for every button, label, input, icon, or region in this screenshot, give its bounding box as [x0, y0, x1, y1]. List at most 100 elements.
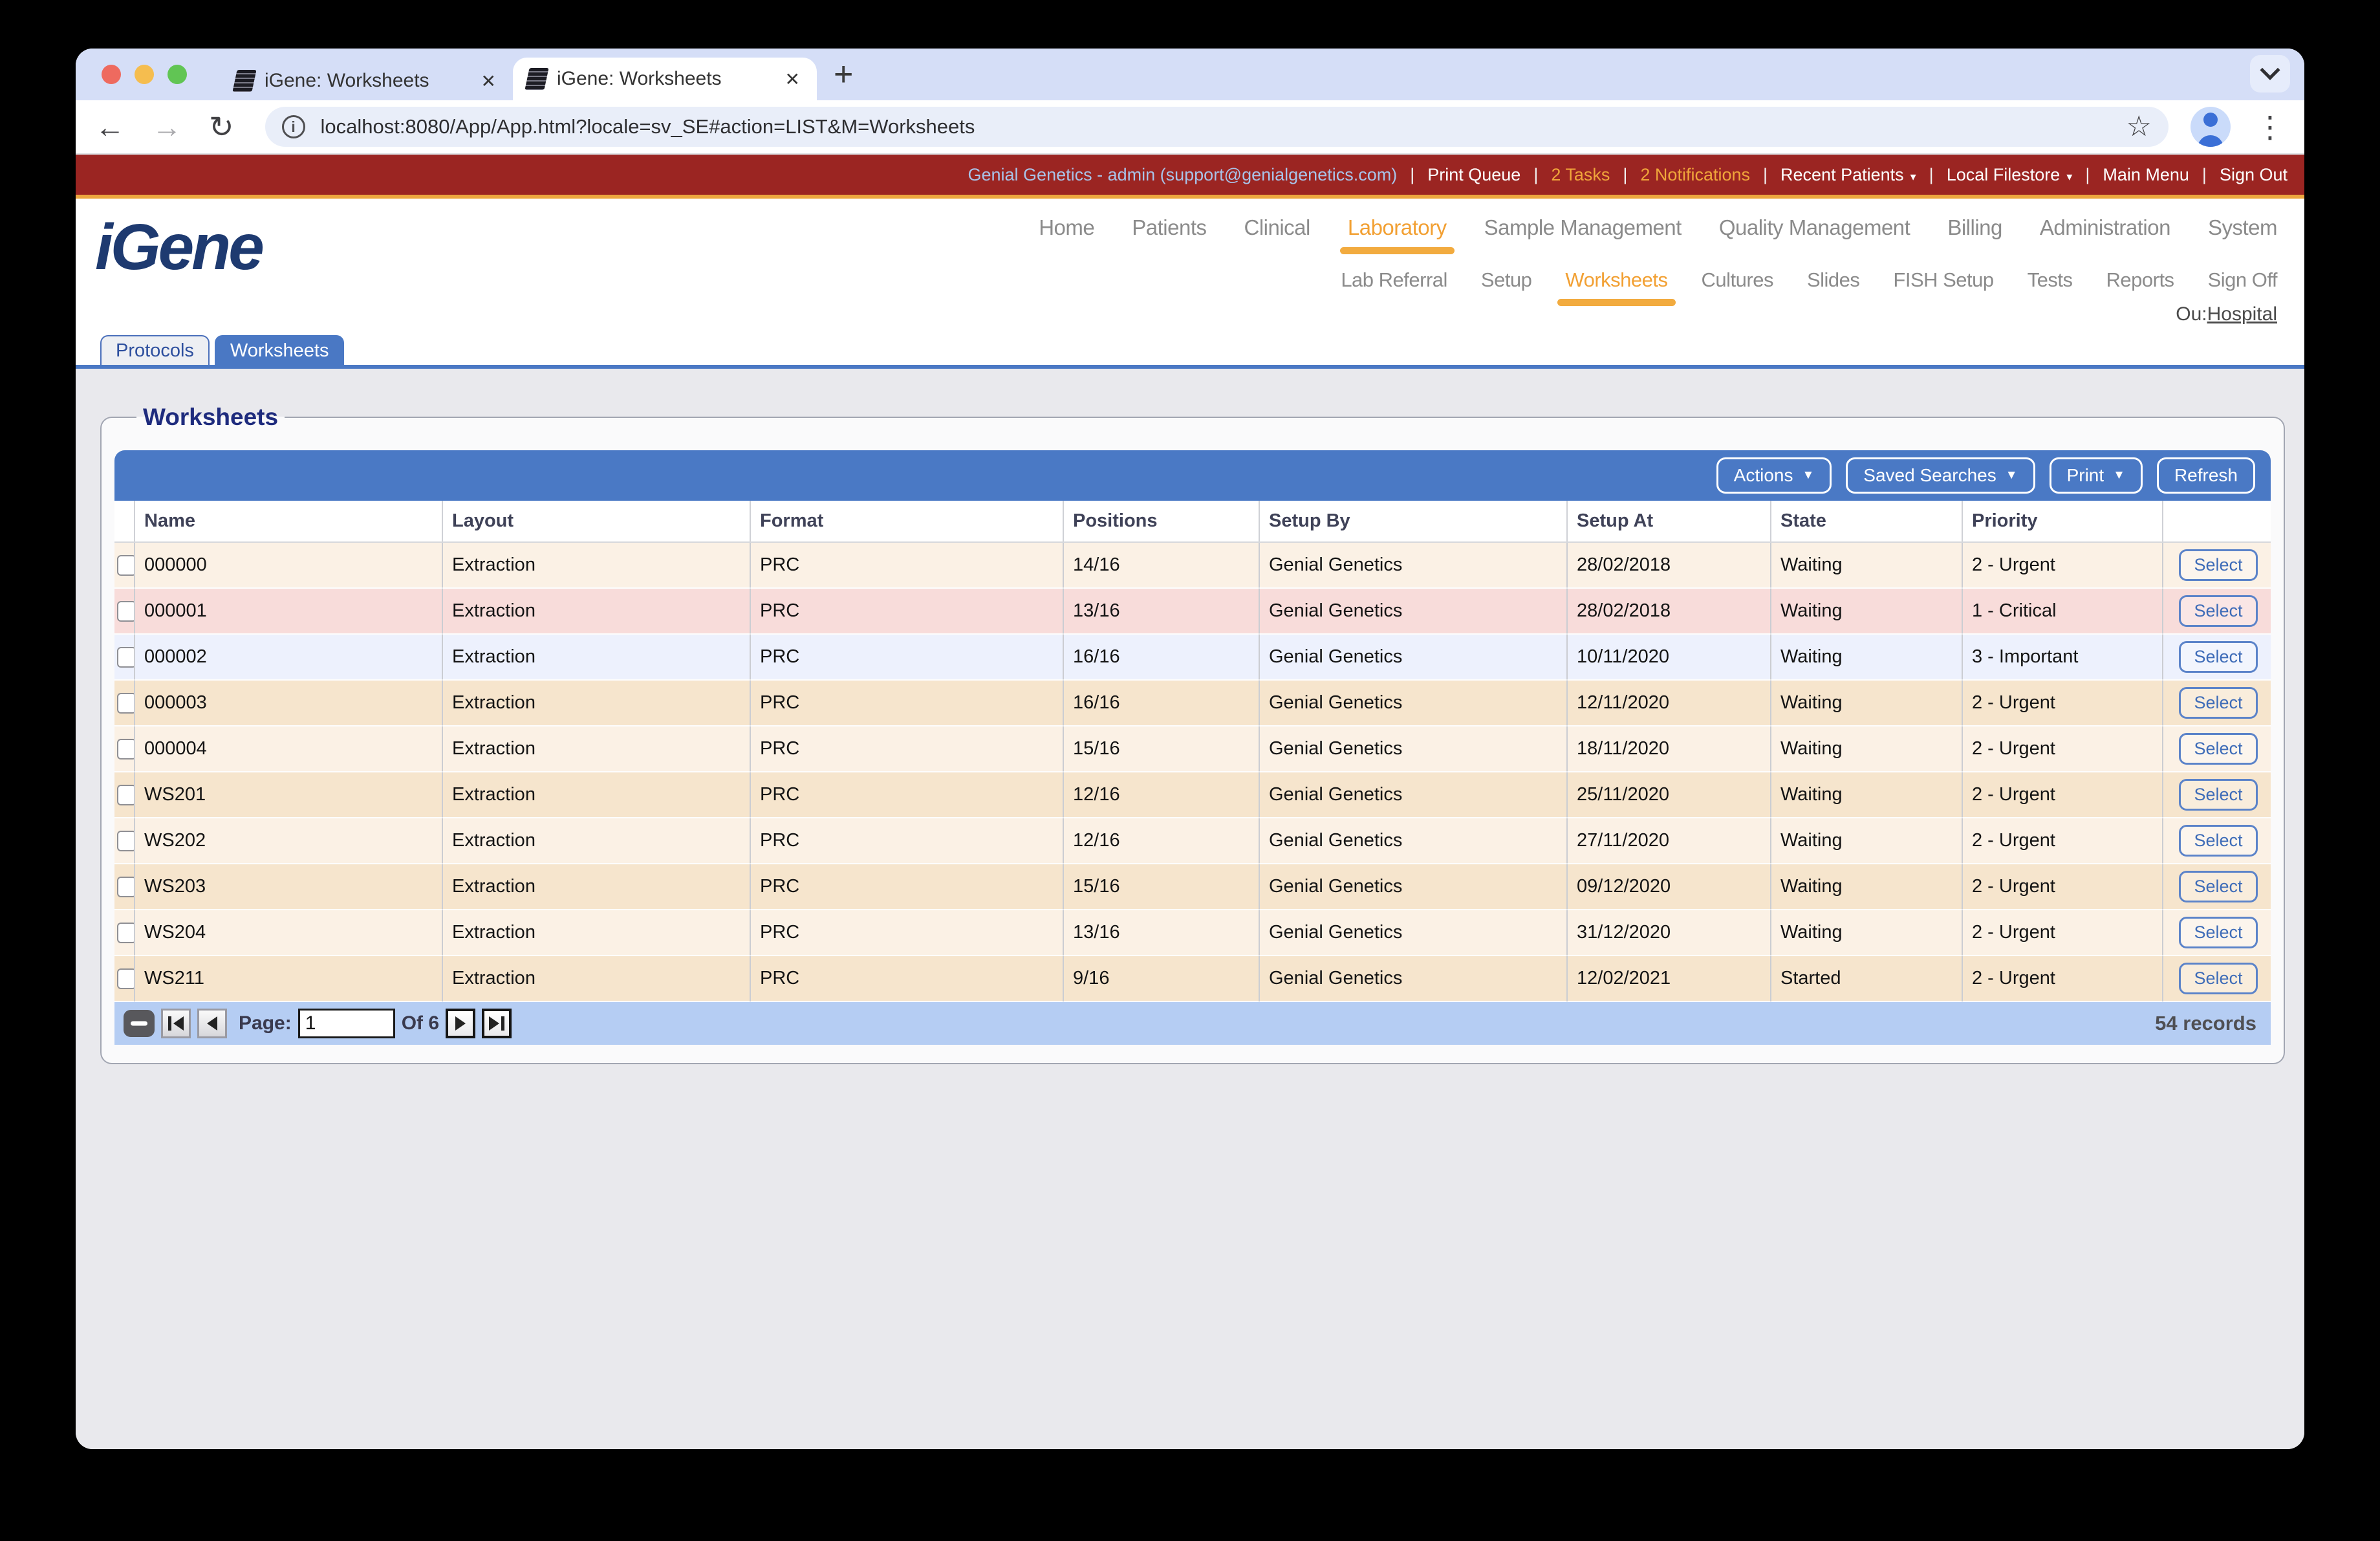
main-nav-item-billing[interactable]: Billing: [1947, 215, 2002, 239]
cell-state: Waiting: [1771, 634, 1963, 681]
main-nav-item-clinical[interactable]: Clinical: [1244, 215, 1311, 239]
reload-icon[interactable]: ↻: [209, 110, 234, 144]
row-checkbox[interactable]: [117, 831, 133, 852]
refresh-button[interactable]: Refresh: [2156, 457, 2255, 494]
select-button[interactable]: Select: [2179, 641, 2258, 673]
close-window-button[interactable]: [102, 65, 121, 84]
browser-menu-icon[interactable]: ⋮: [2255, 110, 2285, 144]
sub-nav-item-tests[interactable]: Tests: [2027, 268, 2073, 291]
column-header-state[interactable]: State: [1771, 501, 1963, 543]
sub-nav-item-slides[interactable]: Slides: [1806, 268, 1860, 291]
select-button[interactable]: Select: [2179, 825, 2258, 857]
next-page-button[interactable]: [446, 1009, 476, 1038]
cell-name: WS204: [135, 910, 443, 956]
main-nav-item-home[interactable]: Home: [1039, 215, 1095, 239]
last-page-button[interactable]: [482, 1009, 512, 1038]
main-nav-item-quality-management[interactable]: Quality Management: [1718, 215, 1910, 239]
new-tab-button[interactable]: +: [834, 56, 854, 93]
page-content: Worksheets Actions ▼ Saved Searches ▼ Print ▼…: [76, 369, 2304, 1449]
topbar-item-2-tasks[interactable]: 2 Tasks: [1551, 164, 1610, 184]
site-info-icon[interactable]: i: [281, 115, 305, 138]
row-checkbox[interactable]: [117, 968, 133, 990]
print-button[interactable]: Print ▼: [2049, 457, 2143, 494]
sub-nav-item-cultures[interactable]: Cultures: [1701, 268, 1774, 291]
select-button[interactable]: Select: [2179, 871, 2258, 902]
select-button[interactable]: Select: [2179, 917, 2258, 948]
actions-button[interactable]: Actions ▼: [1716, 457, 1832, 494]
topbar-item-main-menu[interactable]: Main Menu: [2103, 164, 2189, 184]
row-checkbox[interactable]: [117, 647, 133, 668]
back-icon[interactable]: ←: [95, 110, 125, 144]
close-icon[interactable]: ✕: [784, 69, 800, 89]
forward-icon[interactable]: →: [152, 110, 182, 144]
select-button[interactable]: Select: [2179, 595, 2258, 627]
address-bar[interactable]: i localhost:8080/App/App.html?locale=sv_…: [265, 107, 2169, 147]
row-checkbox[interactable]: [117, 555, 133, 576]
main-nav-item-patients[interactable]: Patients: [1132, 215, 1207, 239]
browser-tab-1[interactable]: iGene: Worksheets ✕: [221, 61, 513, 100]
first-page-button[interactable]: [161, 1009, 191, 1038]
cell-setup-by: Genial Genetics: [1259, 542, 1568, 589]
url-text[interactable]: localhost:8080/App/App.html?locale=sv_SE…: [320, 115, 975, 138]
topbar-item-recent-patients[interactable]: Recent Patients ▾: [1780, 164, 1916, 184]
column-header-name[interactable]: Name: [135, 501, 443, 543]
tab-search-button[interactable]: [2250, 55, 2290, 93]
select-button[interactable]: Select: [2179, 687, 2258, 719]
row-checkbox[interactable]: [117, 923, 133, 944]
panel-title: Worksheets: [143, 404, 279, 430]
cell-priority: 2 - Urgent: [1962, 818, 2163, 864]
row-checkbox[interactable]: [117, 601, 133, 622]
tab-protocols[interactable]: Protocols: [100, 335, 210, 365]
collapse-pager-icon[interactable]: [124, 1010, 155, 1037]
cell-positions: 12/16: [1063, 772, 1260, 818]
topbar-item-genial-genetics-admin-support-genialgenetics-com[interactable]: Genial Genetics - admin (support@genialg…: [968, 164, 1398, 184]
button-label: Saved Searches: [1863, 465, 1996, 485]
fullscreen-window-button[interactable]: [168, 65, 187, 84]
tab-title: iGene: Worksheets: [265, 70, 429, 91]
profile-avatar-icon[interactable]: [2191, 107, 2231, 147]
select-button[interactable]: Select: [2179, 963, 2258, 994]
main-nav-item-system[interactable]: System: [2207, 215, 2278, 239]
window-controls: [76, 49, 187, 100]
prev-page-button[interactable]: [197, 1009, 227, 1038]
sub-nav-item-reports[interactable]: Reports: [2106, 268, 2175, 291]
sub-nav-item-worksheets[interactable]: Worksheets: [1557, 268, 1676, 306]
tab-worksheets[interactable]: Worksheets: [214, 335, 345, 365]
sub-nav-item-sign-off[interactable]: Sign Off: [2207, 268, 2278, 291]
page-number-input[interactable]: [298, 1009, 395, 1038]
main-nav-item-laboratory[interactable]: Laboratory: [1339, 215, 1455, 254]
row-checkbox[interactable]: [117, 785, 133, 806]
saved-searches-button[interactable]: Saved Searches ▼: [1846, 457, 2035, 494]
column-header-setup-at[interactable]: Setup At: [1567, 501, 1771, 543]
ou-hospital-link[interactable]: Hospital: [2207, 303, 2277, 325]
sub-nav-item-setup[interactable]: Setup: [1480, 268, 1532, 291]
topbar-item-sign-out[interactable]: Sign Out: [2219, 164, 2288, 184]
column-header-layout[interactable]: Layout: [442, 501, 751, 543]
column-header-positions[interactable]: Positions: [1063, 501, 1260, 543]
admin-topbar: Genial Genetics - admin (support@genialg…: [76, 155, 2304, 195]
topbar-item-local-filestore[interactable]: Local Filestore ▾: [1946, 164, 2073, 184]
main-nav-item-administration[interactable]: Administration: [2039, 215, 2171, 239]
column-header-format[interactable]: Format: [750, 501, 1064, 543]
select-button[interactable]: Select: [2179, 549, 2258, 581]
cell-state: Waiting: [1771, 818, 1963, 864]
column-header-setup-by[interactable]: Setup By: [1259, 501, 1568, 543]
igene-logo: iGene: [95, 211, 265, 283]
row-checkbox[interactable]: [117, 877, 133, 898]
topbar-item-2-notifications[interactable]: 2 Notifications: [1640, 164, 1750, 184]
separator: |: [1623, 164, 1628, 184]
topbar-item-print-queue[interactable]: Print Queue: [1427, 164, 1521, 184]
select-button[interactable]: Select: [2179, 733, 2258, 765]
bookmark-star-icon[interactable]: ☆: [2126, 111, 2152, 142]
sub-nav-item-lab-referral[interactable]: Lab Referral: [1341, 268, 1447, 291]
sub-nav-item-fish-setup[interactable]: FISH Setup: [1893, 268, 1994, 291]
minimize-window-button[interactable]: [135, 65, 154, 84]
select-button[interactable]: Select: [2179, 779, 2258, 811]
browser-tab-2[interactable]: iGene: Worksheets ✕: [513, 58, 817, 100]
row-checkbox[interactable]: [117, 693, 133, 714]
main-nav-item-sample-management[interactable]: Sample Management: [1484, 215, 1682, 239]
column-header-priority[interactable]: Priority: [1962, 501, 2163, 543]
row-checkbox[interactable]: [117, 739, 133, 760]
close-icon[interactable]: ✕: [481, 71, 496, 91]
